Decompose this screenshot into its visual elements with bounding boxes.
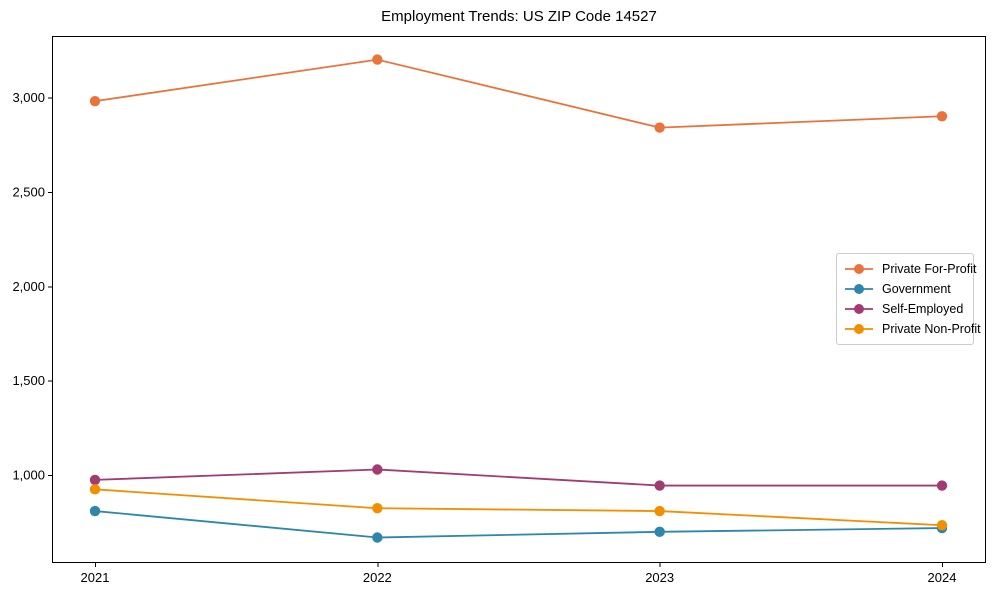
y-tick-label: 2,000	[12, 279, 45, 294]
plot-frame	[52, 36, 986, 563]
data-point-private-non-profit-2022	[372, 503, 383, 514]
series-line-private-non-profit	[94, 488, 943, 527]
data-point-self-employed-2021	[89, 474, 101, 486]
legend-item-private-for-profit: Private For-Profit	[844, 259, 976, 279]
x-tick-label: 2022	[363, 570, 392, 585]
y-tick-label: 1,500	[12, 373, 45, 388]
data-point-private-non-profit-2023	[654, 505, 665, 517]
series-line-self-employed	[94, 468, 942, 487]
data-point-self-employed-2022	[372, 464, 383, 475]
legend: Private For-Profit Government Self-Employe…	[836, 253, 981, 345]
legend-marker-icon	[845, 264, 873, 274]
data-point-private-for-profit-2022	[372, 54, 383, 65]
data-point-private-for-profit-2024	[936, 111, 948, 122]
y-tick-label: 3,000	[12, 90, 45, 105]
series-line-government	[94, 510, 943, 539]
chart-title: Employment Trends: US ZIP Code 14527	[381, 8, 657, 25]
legend-marker-icon	[845, 304, 873, 314]
legend-marker-icon	[845, 324, 873, 334]
y-tick-label: 1,000	[12, 468, 45, 483]
legend-label: Private Non-Profit	[882, 322, 981, 336]
data-point-government-2023	[654, 526, 665, 538]
legend-item-private-non-profit: Private Non-Profit	[844, 319, 981, 339]
x-tick-label: 2024	[928, 570, 957, 585]
legend-item-government: Government	[844, 279, 967, 299]
data-point-government-2022	[372, 532, 383, 543]
x-tick-label: 2021	[81, 570, 110, 585]
series-line-private-for-profit	[94, 58, 943, 129]
legend-label: Private For-Profit	[882, 262, 977, 276]
data-point-private-for-profit-2023	[654, 122, 665, 133]
data-point-self-employed-2023	[654, 480, 665, 491]
y-tick-label: 2,500	[12, 184, 45, 199]
legend-item-self-employed: Self-Employed	[844, 299, 967, 319]
data-point-private-non-profit-2024	[936, 520, 948, 531]
data-point-government-2021	[89, 505, 101, 517]
data-point-private-for-profit-2021	[89, 95, 101, 107]
data-point-private-non-profit-2021	[89, 484, 101, 495]
legend-marker-icon	[845, 284, 873, 294]
legend-label: Government	[882, 282, 951, 296]
data-point-self-employed-2024	[936, 480, 948, 491]
legend-label: Self-Employed	[882, 302, 964, 316]
x-tick-label: 2023	[645, 570, 674, 585]
